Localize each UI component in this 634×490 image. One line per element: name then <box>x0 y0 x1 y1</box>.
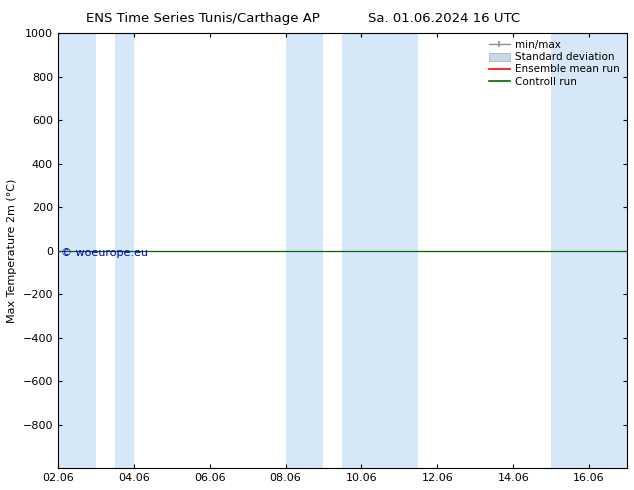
Bar <box>551 33 627 468</box>
Bar <box>285 33 323 468</box>
Text: ENS Time Series Tunis/Carthage AP: ENS Time Series Tunis/Carthage AP <box>86 12 320 25</box>
Bar <box>342 33 418 468</box>
Text: Sa. 01.06.2024 16 UTC: Sa. 01.06.2024 16 UTC <box>368 12 520 25</box>
Y-axis label: Max Temperature 2m (°C): Max Temperature 2m (°C) <box>7 178 17 323</box>
Bar <box>58 33 96 468</box>
Text: © woeurope.eu: © woeurope.eu <box>61 248 148 258</box>
Bar <box>115 33 134 468</box>
Legend: min/max, Standard deviation, Ensemble mean run, Controll run: min/max, Standard deviation, Ensemble me… <box>487 38 622 89</box>
